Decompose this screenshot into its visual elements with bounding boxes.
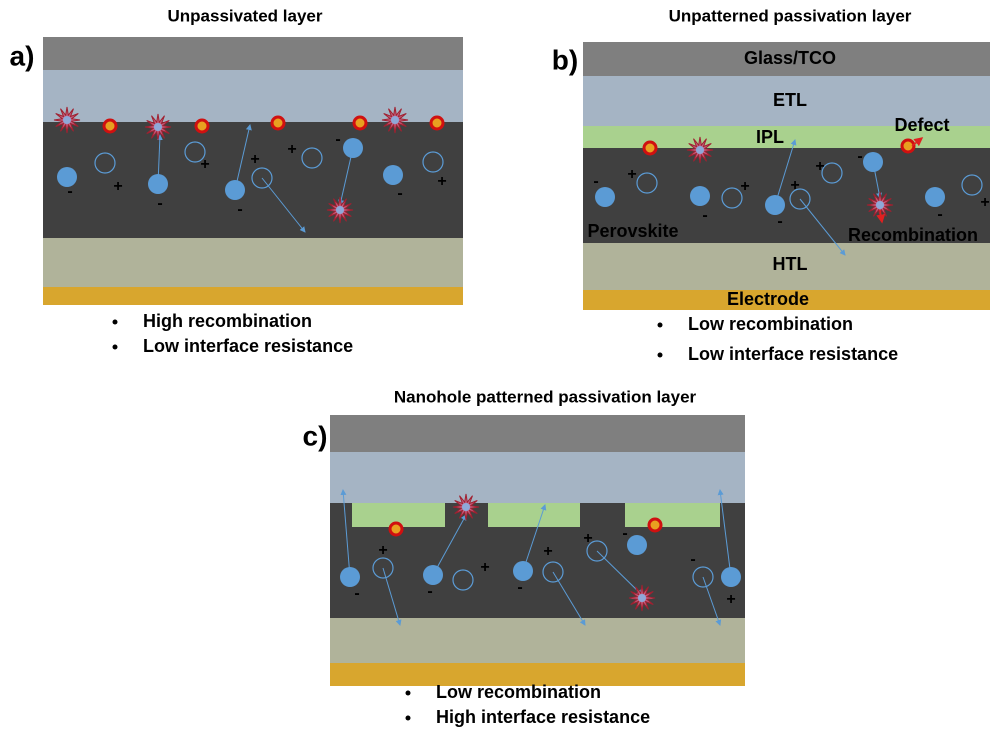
charge-sign: + [815, 158, 824, 175]
charge-sign: - [593, 173, 598, 190]
bullet [113, 320, 118, 325]
bullet-text: Low recombination [436, 682, 601, 702]
charge-sign: + [378, 542, 387, 559]
recombination-core [876, 201, 884, 209]
charge-sign: + [543, 543, 552, 560]
charge-sign: + [980, 194, 989, 211]
charge-sign: - [622, 525, 627, 542]
electron [383, 165, 403, 185]
charge-sign: + [287, 141, 296, 158]
electron [225, 180, 245, 200]
charge-sign: + [583, 530, 592, 547]
bullet-text: Low interface resistance [143, 336, 353, 356]
layer-label: ETL [773, 90, 807, 110]
charge-sign: - [427, 583, 432, 600]
annotation: Recombination [848, 225, 978, 245]
electron [863, 152, 883, 172]
panel-title: Unpassivated layer [168, 6, 323, 25]
recombination-core [462, 503, 470, 511]
bullet [113, 345, 118, 350]
recombination-core [154, 123, 162, 131]
charge-sign: - [397, 185, 402, 202]
layer-label: IPL [756, 127, 784, 147]
electron [765, 195, 785, 215]
charge-sign: - [157, 195, 162, 212]
passivation-patch [488, 503, 580, 527]
charge-sign: + [790, 177, 799, 194]
charge-sign: + [726, 591, 735, 608]
charge-sign: + [627, 166, 636, 183]
bullet [406, 716, 411, 721]
electron [423, 565, 443, 585]
layer-label: Electrode [727, 289, 809, 309]
electron [340, 567, 360, 587]
charge-sign: + [740, 178, 749, 195]
recombination-core [638, 594, 646, 602]
layer [330, 452, 745, 503]
charge-sign: - [335, 131, 340, 148]
electron [513, 561, 533, 581]
defect [431, 117, 443, 129]
charge-sign: - [517, 579, 522, 596]
layer [43, 37, 463, 70]
layer-label: Perovskite [587, 221, 678, 241]
charge-sign: + [480, 559, 489, 576]
charge-sign: - [702, 207, 707, 224]
layer-label: Glass/TCO [744, 48, 836, 68]
recombination-core [391, 116, 399, 124]
layer [330, 415, 745, 452]
layer [330, 618, 745, 663]
bullet-text: High recombination [143, 311, 312, 331]
electron [721, 567, 741, 587]
defect [649, 519, 661, 531]
bullet-text: Low recombination [688, 314, 853, 334]
charge-sign: - [354, 585, 359, 602]
electron [627, 535, 647, 555]
diagram: a) Unpassivated layer High recombination Lo… [0, 0, 996, 735]
recombination-core [696, 146, 704, 154]
recombination-core [63, 116, 71, 124]
bullet [406, 691, 411, 696]
defect [104, 120, 116, 132]
electron [343, 138, 363, 158]
charge-sign: - [937, 206, 942, 223]
defect [196, 120, 208, 132]
bullet [658, 323, 663, 328]
panel-title: Nanohole patterned passivation layer [394, 387, 697, 406]
panel-label: b) [552, 44, 578, 75]
layer [43, 238, 463, 287]
defect [354, 117, 366, 129]
panel-label: a) [10, 40, 35, 71]
defect [390, 523, 402, 535]
charge-sign: + [200, 156, 209, 173]
charge-sign: + [113, 178, 122, 195]
layer-label: HTL [773, 254, 808, 274]
electron [690, 186, 710, 206]
charge-sign: + [437, 173, 446, 190]
bullet-text: High interface resistance [436, 707, 650, 727]
defect [644, 142, 656, 154]
charge-sign: + [250, 151, 259, 168]
charge-sign: - [690, 551, 695, 568]
charge-sign: - [67, 183, 72, 200]
panel-title: Unpatterned passivation layer [669, 6, 912, 25]
panel-label: c) [303, 420, 328, 451]
charge-sign: - [857, 148, 862, 165]
passivation-patch [625, 503, 720, 527]
electron [925, 187, 945, 207]
bullet [658, 353, 663, 358]
layer [43, 70, 463, 122]
layer [43, 287, 463, 305]
annotation: Defect [894, 115, 949, 135]
charge-sign: - [237, 201, 242, 218]
bullet-text: Low interface resistance [688, 344, 898, 364]
recombination-core [336, 206, 344, 214]
electron [148, 174, 168, 194]
charge-sign: - [777, 213, 782, 230]
defect [272, 117, 284, 129]
